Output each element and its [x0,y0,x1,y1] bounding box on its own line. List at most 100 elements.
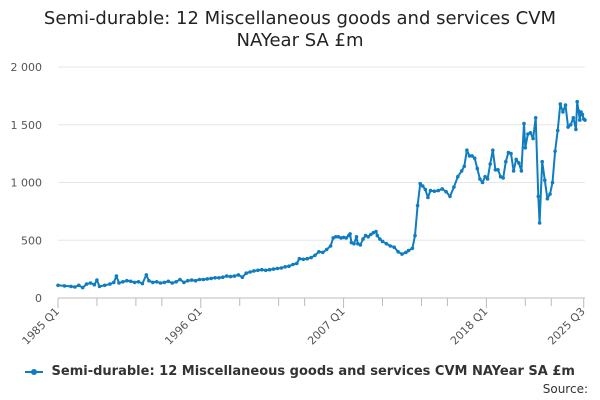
data-point [170,281,174,285]
chart-legend[interactable]: Semi-durable: 12 Miscellaneous goods and… [0,364,600,379]
data-point [496,168,500,172]
data-point [197,277,202,282]
data-point [413,233,417,238]
data-point [400,252,404,256]
data-point [575,99,579,104]
data-point [488,162,493,166]
data-point [186,278,190,283]
data-point [162,280,167,285]
data-point [189,278,194,282]
data-point [523,146,528,150]
data-point [132,280,137,285]
data-point [374,229,378,234]
x-tick-label: 1996 Q1 [162,305,205,348]
data-point [56,283,60,288]
x-tick-label: 2007 Q1 [305,305,348,348]
data-point [69,284,73,289]
data-point [80,285,85,290]
data-point [88,281,93,285]
data-point [217,276,221,280]
data-point [423,187,428,192]
data-point [543,178,547,182]
data-point [305,256,310,261]
data-point [151,280,155,285]
data-point [260,267,264,272]
data-point [428,188,433,193]
data-point [147,278,151,283]
data-point [470,154,474,158]
source-label: Source: [542,382,588,396]
data-point [62,284,67,288]
data-point [432,189,437,193]
data-point [404,250,408,255]
data-point [275,266,280,271]
data-point [478,177,482,181]
x-tick-label: 2018 Q1 [448,305,491,348]
data-point [279,266,284,270]
data-point [108,282,112,286]
data-point [384,241,389,246]
data-point [232,274,237,278]
data-point [472,156,477,160]
data-point [213,276,217,280]
y-tick-label: 2 000 [11,61,43,74]
data-point [501,176,506,180]
chart-title-line-2: NAYear SA £m [236,30,364,51]
data-point [531,136,535,141]
data-point [580,112,585,117]
data-point [324,247,329,252]
data-point [436,188,441,193]
legend-label: Semi-durable: 12 Miscellaneous goods and… [51,364,575,379]
data-point [84,282,89,286]
data-point [558,102,563,106]
data-point [174,280,178,284]
data-point [95,278,99,282]
data-point [480,180,485,185]
data-point [158,281,163,285]
data-point [568,123,573,127]
data-point [248,270,252,274]
data-point [537,221,542,225]
data-point [224,274,229,278]
data-point [205,277,210,281]
data-point [511,169,516,173]
data-point [283,265,288,269]
x-tick-label: 1985 Q1 [20,305,63,348]
data-point [465,148,469,152]
data-point [366,235,371,239]
x-tick-label: 2025 Q3 [545,305,588,348]
data-point [178,277,182,282]
data-point [128,279,133,284]
data-point [410,246,415,251]
data-point [271,267,276,271]
data-point [426,195,430,200]
data-point [348,232,352,236]
data-point [392,245,397,249]
data-point [467,154,472,158]
data-point [536,194,541,199]
data-point [236,273,241,277]
data-point [452,185,456,189]
data-point [244,271,248,276]
data-point [369,232,373,237]
data-point [555,128,560,133]
data-point [344,236,349,240]
data-point [475,166,480,171]
data-point [380,239,385,244]
data-point [291,262,295,267]
data-point [334,235,338,239]
data-point [92,282,97,287]
data-point [252,269,256,273]
data-point [358,243,363,247]
data-point [144,273,149,277]
data-point [287,264,291,269]
data-point [574,127,578,132]
data-point [166,279,171,284]
data-point [77,283,81,288]
data-point [112,280,116,285]
data-point [73,285,77,289]
data-point [483,174,487,179]
data-point [228,274,233,279]
data-point [297,256,302,261]
